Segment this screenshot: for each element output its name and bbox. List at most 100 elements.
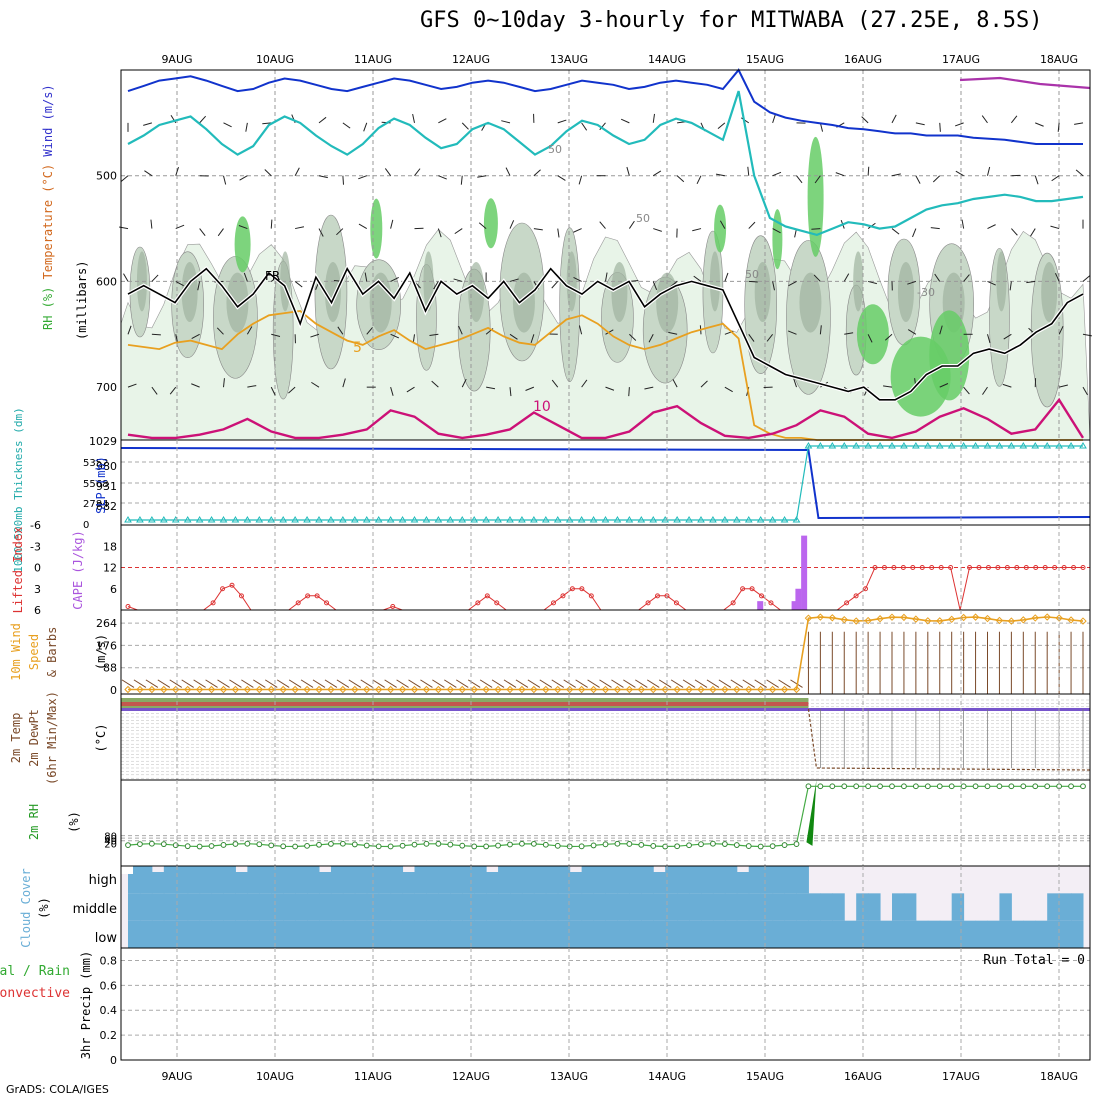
cloud-cell [629, 920, 642, 948]
cape-bar [791, 601, 798, 610]
wind-speed-marker [410, 685, 419, 694]
wind-speed-marker [291, 685, 299, 694]
wind-speed-marker [243, 685, 252, 694]
wind-speed-marker [506, 685, 514, 694]
rh-area-saturated [370, 198, 383, 259]
cloud-cell [796, 920, 809, 948]
rh-marker [972, 783, 979, 790]
cape-tick-label: 6 [110, 583, 117, 596]
upper-wind-barb [578, 325, 583, 335]
rh-marker [495, 842, 501, 849]
cloud-cell [330, 866, 344, 894]
cloud-cell [486, 920, 499, 948]
cloud-cell [259, 866, 272, 894]
upper-wind-barb [318, 116, 327, 124]
wind-speed-marker [160, 685, 168, 694]
thickness-marker [518, 516, 526, 523]
upper-wind-barb [724, 272, 729, 282]
upper-wind-barb [891, 114, 897, 124]
wind-speed-marker [589, 685, 598, 694]
cloud-cell [915, 920, 929, 948]
cloud-cell [366, 866, 380, 894]
cloud-cell [748, 920, 762, 948]
lifted-index-marker [229, 582, 235, 588]
thickness-marker [327, 516, 335, 523]
upper-wind-barb [454, 228, 463, 235]
cloud-cell [426, 866, 439, 894]
freezing-level [127, 267, 1084, 401]
upper-wind-barb [1035, 122, 1044, 127]
li-tick-label: -6 [30, 519, 41, 532]
wind-barb [157, 679, 171, 688]
rh-marker [137, 841, 143, 847]
upper-wind-barb [412, 113, 415, 123]
rh-area-dark [754, 262, 771, 322]
upper-wind-barb [150, 219, 153, 229]
slp-tick-label: 931 [96, 480, 117, 493]
upper-wind-barb [197, 281, 201, 291]
upper-wind-barb [772, 281, 775, 291]
upper-wind-barb [363, 122, 368, 132]
cloud-cell [665, 920, 678, 948]
cloud-cell [641, 893, 654, 921]
lifted-index-marker [305, 593, 311, 599]
cloud-cell [689, 893, 702, 921]
wind-tick-label: 0 [110, 684, 117, 697]
lifted-index-marker [295, 600, 301, 606]
cloud-cell [307, 920, 320, 948]
cloud-cell [307, 866, 320, 894]
cloud-cell [701, 893, 714, 921]
thickness-marker [1007, 442, 1016, 449]
cloud-cell [510, 920, 523, 948]
wind-barb [491, 679, 505, 688]
cloud-cell [283, 920, 296, 948]
rh-marker [566, 843, 573, 850]
slp-tick-label: 1029 [89, 435, 117, 448]
rh-marker [328, 840, 334, 847]
thickness-marker [255, 516, 264, 523]
cloud-cell [199, 893, 213, 921]
upper-wind-barb [509, 278, 519, 282]
rh-marker [125, 842, 131, 849]
cloud-cell [235, 872, 248, 894]
upper-wind-barb [884, 333, 893, 341]
upper-wind-barb [987, 280, 996, 286]
rh-marker [339, 840, 346, 847]
thickness-marker [1019, 442, 1028, 449]
cloud-cell [820, 920, 833, 948]
rh-marker [554, 842, 561, 849]
upper-wind-barb [692, 228, 702, 232]
date-label-bottom: 11AUG [354, 1070, 392, 1083]
wind-speed-marker [936, 617, 944, 625]
rh-marker [602, 841, 609, 848]
wind-barb [169, 679, 183, 688]
wind-speed-marker [374, 685, 383, 694]
lifted-index-marker [673, 600, 679, 606]
cloud-cell [402, 893, 415, 921]
lifted-index-marker [484, 593, 490, 599]
thickness-marker [816, 442, 825, 449]
cloud-cell [736, 920, 750, 948]
precip-tick-label: 0.8 [100, 954, 118, 967]
rh-marker [829, 783, 836, 790]
cloud-cell [701, 866, 714, 894]
upper-wind-barb [954, 122, 964, 127]
cape-bar [757, 601, 764, 610]
wind-barb [360, 679, 374, 688]
wind-speed-marker [971, 613, 980, 621]
cloud-cell [259, 920, 272, 948]
cloud-level-label: high [89, 873, 117, 888]
cloud-cell [903, 920, 917, 948]
rh-marker [721, 841, 728, 847]
wind-barb [503, 679, 517, 688]
thickness-marker [267, 516, 276, 523]
upper-air-ylabel-units: (millibars) [75, 261, 89, 340]
thickness-tick-label: 0 [83, 520, 89, 531]
wind-speed-marker [494, 685, 502, 694]
wind-speed-marker [637, 685, 646, 694]
cloud-cell [760, 866, 774, 894]
cloud-cell [462, 866, 475, 894]
upper-wind-barb [811, 228, 821, 230]
upper-wind-barb [342, 378, 346, 388]
thickness-marker [864, 442, 873, 449]
